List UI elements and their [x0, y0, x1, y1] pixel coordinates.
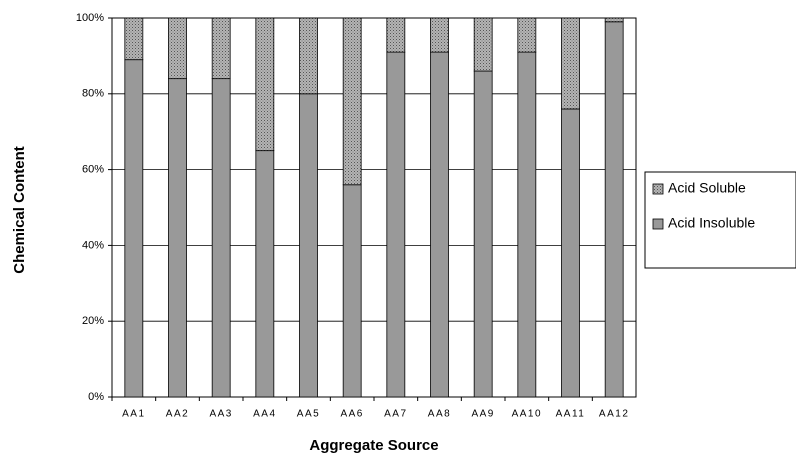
bar-segment [386, 51, 406, 398]
legend-label: Acid Insoluble [668, 215, 755, 231]
x-tick-label: AA5 [297, 409, 320, 420]
bar-segment [299, 17, 318, 95]
bar-segment [211, 17, 231, 80]
bar-segment [342, 17, 362, 186]
bar-segment [124, 17, 144, 61]
x-tick-label: AA6 [340, 409, 363, 420]
bar-segment [299, 93, 318, 398]
y-tick-label: 80% [82, 88, 104, 100]
bar-segment [561, 17, 580, 110]
bar-segment [255, 150, 275, 398]
legend-swatch [652, 183, 664, 195]
legend-label: Acid Soluble [668, 180, 746, 196]
x-tick-label: AA10 [512, 409, 542, 420]
legend-box [644, 171, 796, 269]
bar-segment [517, 17, 537, 53]
x-tick-label: AA1 [122, 409, 145, 420]
bar-segment [386, 17, 406, 53]
y-tick-label: 40% [82, 239, 104, 251]
y-tick-label: 100% [76, 12, 104, 24]
bar-segment [604, 21, 624, 398]
y-tick-label: 60% [82, 164, 104, 176]
x-tick-label: AA8 [428, 409, 451, 420]
y-tick-label: 0% [88, 391, 104, 403]
x-tick-label: AA3 [209, 409, 232, 420]
y-axis-title: Chemical Content [11, 146, 28, 274]
plot-frame [111, 17, 637, 398]
bar-segment [561, 108, 580, 398]
bar-segment [604, 17, 624, 23]
bar-segment [168, 17, 187, 80]
bar-segment [517, 51, 537, 398]
y-tick-label: 20% [82, 315, 104, 327]
bar-segment [255, 17, 275, 152]
bar-segment [168, 78, 187, 398]
bar-segment [473, 70, 493, 398]
x-axis-title: Aggregate Source [309, 437, 438, 454]
bar-segment [342, 184, 362, 398]
x-tick-label: AA7 [384, 409, 407, 420]
x-tick-label: AA9 [471, 409, 494, 420]
bar-segment [124, 59, 144, 398]
bar-segment [211, 78, 231, 398]
x-tick-label: AA12 [599, 409, 629, 420]
bar-segment [430, 51, 449, 398]
x-tick-label: AA11 [556, 409, 586, 420]
bar-segment [430, 17, 449, 53]
x-tick-label: AA4 [253, 409, 276, 420]
x-tick-label: AA2 [166, 409, 189, 420]
legend-swatch [652, 218, 664, 230]
bar-segment [473, 17, 493, 72]
